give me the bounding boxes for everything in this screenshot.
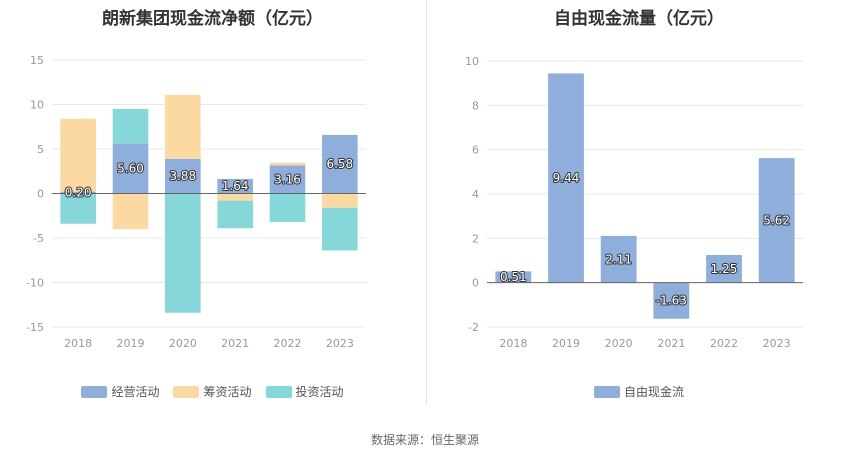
data-label: -1.63 bbox=[656, 294, 687, 308]
x-tick-label: 2019 bbox=[117, 337, 145, 350]
bar bbox=[600, 235, 637, 283]
x-tick-label: 2023 bbox=[763, 337, 791, 350]
x-tick-label: 2022 bbox=[274, 337, 302, 350]
bar bbox=[60, 193, 96, 224]
x-tick-label: 2022 bbox=[710, 337, 738, 350]
bar bbox=[322, 193, 358, 208]
bar bbox=[548, 73, 584, 283]
x-tick-label: 2021 bbox=[657, 337, 685, 350]
bar bbox=[269, 193, 306, 222]
data-label: 9.44 bbox=[553, 171, 580, 185]
bar bbox=[322, 207, 358, 251]
x-tick-label: 2018 bbox=[499, 337, 527, 350]
x-tick-label: 2019 bbox=[552, 337, 580, 350]
y-tick-label: 8 bbox=[472, 99, 479, 112]
y-tick-label: -15 bbox=[26, 321, 44, 334]
legend-item[interactable]: 投资活动 bbox=[265, 383, 344, 400]
bar bbox=[269, 162, 306, 166]
data-label: 0.51 bbox=[500, 270, 527, 284]
y-tick-label: 4 bbox=[472, 188, 479, 201]
free-cash-flow-plot: -2 0 2 4 6 8 10 2018 2019 2020 2021 2022 2023 0.51 9.4… bbox=[465, 55, 803, 350]
legend-label: 投资活动 bbox=[295, 385, 344, 399]
chart-legend: 经营活动 筹资活动 投资活动 bbox=[0, 383, 425, 400]
legend-swatch bbox=[173, 385, 200, 398]
bar bbox=[165, 193, 201, 313]
y-tick-label: 10 bbox=[465, 55, 479, 68]
data-label: 0.20 bbox=[65, 186, 92, 200]
legend-swatch bbox=[593, 385, 620, 398]
chart-legend: 自由现金流 bbox=[428, 383, 850, 400]
bar bbox=[60, 191, 96, 194]
legend-item[interactable]: 自由现金流 bbox=[593, 383, 684, 400]
data-label: 6.58 bbox=[326, 157, 353, 171]
data-label: 1.25 bbox=[711, 262, 738, 276]
data-label: 5.62 bbox=[763, 213, 790, 227]
x-tick-label: 2018 bbox=[64, 337, 92, 350]
bar bbox=[60, 118, 96, 192]
chart-title: 朗新集团现金流净额（亿元） bbox=[102, 9, 323, 29]
bar bbox=[217, 200, 253, 229]
legend-label: 自由现金流 bbox=[623, 385, 684, 399]
y-tick-label: 15 bbox=[30, 54, 44, 67]
bar bbox=[706, 254, 742, 283]
y-tick-label: -10 bbox=[26, 277, 44, 290]
bar bbox=[165, 94, 201, 159]
y-tick-label: 10 bbox=[30, 99, 44, 112]
data-label: 1.64 bbox=[222, 179, 249, 193]
bar bbox=[112, 143, 149, 194]
y-tick-label: 0 bbox=[37, 188, 44, 201]
bar bbox=[653, 282, 690, 319]
bar bbox=[165, 158, 201, 194]
legend-label: 筹资活动 bbox=[203, 385, 252, 399]
legend-label: 经营活动 bbox=[111, 385, 160, 399]
bar bbox=[322, 134, 358, 194]
x-tick-label: 2021 bbox=[221, 337, 249, 350]
legend-item[interactable]: 经营活动 bbox=[81, 383, 159, 400]
data-label: 3.16 bbox=[274, 172, 301, 186]
legend-swatch bbox=[81, 385, 108, 398]
panel-divider bbox=[426, 0, 427, 405]
cash-flow-net-plot: -15 -10 -5 0 5 10 15 2018 2019 2020 2021 2022 2023 0.… bbox=[26, 54, 366, 350]
data-label: 2.11 bbox=[605, 252, 632, 266]
x-tick-label: 2020 bbox=[169, 337, 197, 350]
y-tick-label: 5 bbox=[37, 143, 44, 156]
y-tick-label: 6 bbox=[472, 144, 479, 157]
bar bbox=[112, 193, 149, 230]
bar bbox=[758, 158, 795, 283]
bar bbox=[217, 178, 253, 194]
bar bbox=[217, 193, 253, 201]
legend-item[interactable]: 筹资活动 bbox=[173, 383, 252, 400]
data-label: 5.60 bbox=[117, 162, 144, 176]
source-note: 数据来源：恒生聚源 bbox=[370, 433, 479, 447]
x-tick-label: 2023 bbox=[326, 337, 354, 350]
bar bbox=[112, 108, 149, 144]
cash-flow-net-chart: 朗新集团现金流净额（亿元） -15 -10 -5 0 5 10 15 2018 2019 2020… bbox=[0, 0, 425, 410]
free-cash-flow-chart: 自由现金流量（亿元） -2 0 2 4 6 8 10 2018 2019 2020 2021 2022… bbox=[428, 0, 850, 410]
y-tick-label: -5 bbox=[33, 232, 44, 245]
x-tick-label: 2020 bbox=[605, 337, 633, 350]
bar bbox=[495, 271, 532, 283]
bar bbox=[269, 165, 306, 194]
legend-swatch bbox=[265, 385, 292, 398]
y-tick-label: 2 bbox=[472, 232, 479, 245]
y-tick-label: 0 bbox=[472, 277, 479, 290]
y-tick-label: -2 bbox=[468, 321, 479, 334]
chart-title: 自由现金流量（亿元） bbox=[554, 9, 724, 29]
data-label: 3.88 bbox=[169, 169, 196, 183]
